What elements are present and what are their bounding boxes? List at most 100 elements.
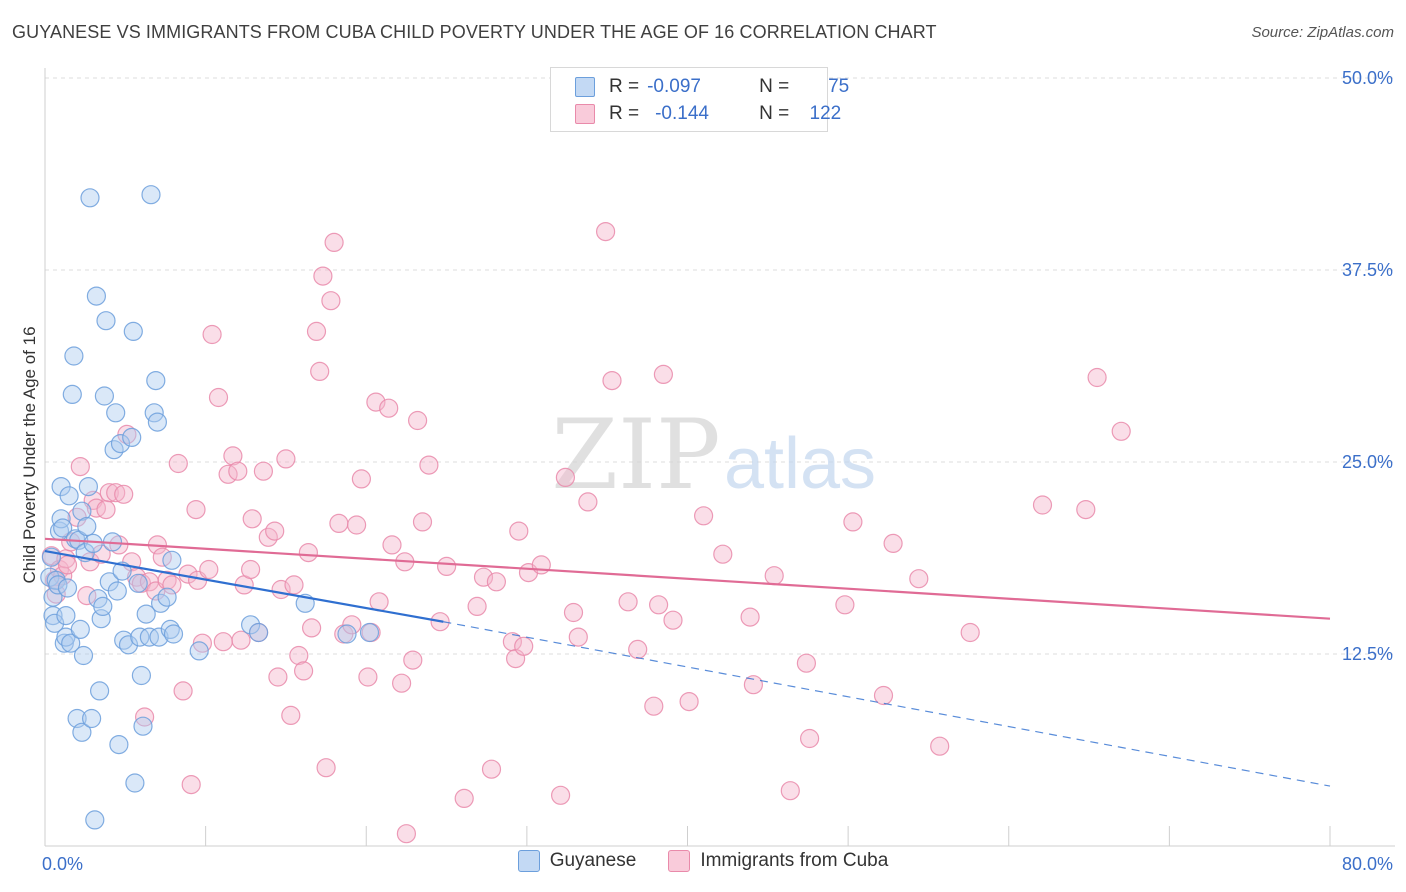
data-point-cuba: [843, 512, 863, 532]
data-point-cuba: [241, 559, 261, 580]
data-point-cuba: [302, 618, 322, 638]
data-point-cuba: [764, 566, 784, 586]
data-point-cuba: [796, 653, 817, 673]
data-point-guyanese: [91, 609, 111, 629]
data-point-cuba: [396, 824, 416, 844]
data-point-guyanese: [109, 734, 129, 755]
data-point-cuba: [281, 705, 301, 726]
data-point-cuba: [173, 681, 193, 701]
trend-line-cuba: [44, 537, 1331, 620]
legend-r-value: -0.144: [655, 103, 709, 124]
trend-line-guyanese: [44, 550, 444, 623]
data-point-cuba: [114, 484, 134, 504]
data-point-cuba: [313, 266, 333, 286]
data-point-guyanese: [81, 708, 102, 729]
data-point-guyanese: [146, 371, 166, 391]
data-point-guyanese: [86, 286, 107, 306]
legend-swatch-cuba: [668, 850, 691, 872]
data-point-guyanese: [96, 311, 116, 331]
source-label: Source: ZipAtlas.com: [1251, 24, 1394, 41]
data-point-guyanese: [123, 321, 143, 341]
data-point-guyanese: [72, 501, 92, 521]
watermark-atlas: atlas: [724, 424, 876, 504]
legend-item-guyanese[interactable]: Guyanese: [517, 850, 636, 872]
data-point-cuba: [740, 607, 760, 627]
legend-n-value: 122: [809, 103, 842, 124]
data-point-cuba: [693, 506, 714, 526]
data-point-cuba: [306, 321, 327, 341]
data-point-cuba: [555, 467, 576, 487]
data-point-cuba: [578, 492, 598, 512]
data-point-cuba: [284, 575, 304, 595]
data-point-cuba: [294, 661, 314, 681]
data-point-guyanese: [80, 188, 100, 208]
data-point-cuba: [186, 500, 206, 520]
legend-swatch-guyanese: [575, 77, 595, 97]
data-point-cuba: [351, 469, 371, 489]
data-point-cuba: [369, 592, 389, 612]
y-tick-label: 12.5%: [1342, 644, 1393, 664]
y-tick-label: 25.0%: [1342, 452, 1393, 472]
legend-n-value: 75: [828, 76, 850, 97]
legend-r-label: R =: [609, 76, 640, 97]
data-point-guyanese: [136, 604, 156, 624]
data-point-guyanese: [241, 615, 261, 635]
data-point-guyanese: [73, 645, 94, 666]
data-point-guyanese: [125, 773, 145, 793]
data-point-cuba: [743, 675, 764, 695]
data-point-cuba: [70, 457, 90, 477]
data-point-cuba: [930, 736, 950, 756]
data-point-guyanese: [61, 633, 81, 653]
data-point-cuba: [181, 774, 201, 795]
data-point-guyanese: [189, 641, 209, 661]
legend-r-value: -0.097: [647, 76, 701, 97]
data-point-cuba: [392, 673, 412, 693]
legend-n-label: N =: [759, 76, 790, 97]
data-point-cuba: [192, 633, 212, 653]
data-point-cuba: [419, 455, 439, 475]
data-point-cuba: [77, 585, 97, 606]
data-point-cuba: [86, 498, 107, 518]
data-point-guyanese: [157, 587, 177, 607]
data-point-cuba: [835, 595, 855, 615]
data-point-cuba: [213, 632, 233, 652]
data-point-guyanese: [110, 434, 131, 454]
data-point-guyanese: [93, 596, 113, 617]
data-point-cuba: [321, 291, 341, 311]
data-point-cuba: [679, 691, 699, 712]
data-point-guyanese: [118, 635, 139, 655]
data-point-cuba: [253, 461, 273, 481]
data-point-guyanese: [89, 681, 110, 701]
data-point-cuba: [454, 788, 474, 809]
y-tick-label: 50.0%: [1342, 68, 1393, 88]
data-point-guyanese: [133, 716, 153, 736]
data-point-guyanese: [72, 722, 92, 742]
data-point-cuba: [509, 521, 529, 541]
data-point-cuba: [358, 667, 378, 687]
data-point-cuba: [618, 592, 638, 612]
data-point-guyanese: [77, 516, 97, 537]
data-point-guyanese: [163, 624, 184, 644]
data-point-cuba: [437, 556, 457, 577]
data-point-cuba: [347, 515, 367, 535]
data-point-guyanese: [128, 573, 148, 593]
data-point-guyanese: [337, 624, 357, 644]
data-point-cuba: [231, 630, 251, 650]
data-point-cuba: [268, 667, 288, 687]
data-point-cuba: [99, 483, 119, 503]
data-point-cuba: [960, 622, 980, 643]
data-point-guyanese: [139, 627, 159, 647]
data-point-cuba: [91, 544, 111, 564]
data-point-guyanese: [149, 627, 169, 647]
data-point-cuba: [316, 758, 336, 778]
data-point-cuba: [199, 559, 219, 580]
data-point-cuba: [602, 371, 622, 391]
series-legend: Guyanese Immigrants from Cuba: [0, 850, 1406, 872]
data-point-cuba: [648, 595, 669, 615]
legend-item-cuba[interactable]: Immigrants from Cuba: [668, 850, 888, 872]
data-point-cuba: [96, 500, 116, 520]
data-point-cuba: [265, 521, 285, 541]
y-tick-label: 37.5%: [1342, 260, 1393, 280]
data-point-cuba: [379, 398, 399, 418]
